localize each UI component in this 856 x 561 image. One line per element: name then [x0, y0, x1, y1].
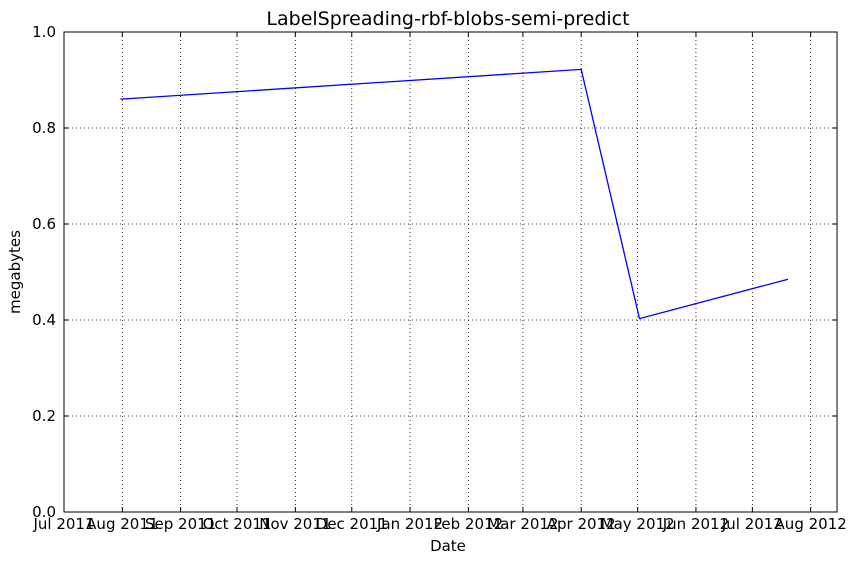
y-axis-label: megabytes	[6, 230, 24, 314]
chart-title: LabelSpreading-rbf-blobs-semi-predict	[266, 8, 629, 30]
x-tick-label: Feb 2012	[434, 515, 504, 533]
x-tick-label: Jun 2012	[662, 515, 729, 533]
y-tick-label: 0.8	[32, 119, 56, 137]
series-line-0	[120, 68, 789, 320]
x-tick-label: Jul 2011	[32, 515, 94, 533]
x-tick-label: Jul 2012	[721, 515, 783, 533]
x-tick-label: Sep 2011	[145, 515, 216, 533]
series-layer	[120, 68, 789, 320]
y-tick-label: 0.2	[32, 407, 56, 425]
x-tick-label: Dec 2011	[316, 515, 388, 533]
x-tick-label: Jan 2012	[376, 515, 443, 533]
x-tick-label: Oct 2011	[203, 515, 272, 533]
x-tick-label: Mar 2012	[487, 515, 558, 533]
grid-lines	[63, 31, 837, 513]
y-tick-label: 0.6	[32, 215, 56, 233]
y-tick-label: 1.0	[32, 23, 56, 41]
x-tick-label: Apr 2012	[547, 515, 616, 533]
y-tick-label: 0.4	[32, 311, 56, 329]
x-tick-label: Aug 2011	[86, 515, 158, 533]
x-tick-label: May 2012	[601, 515, 675, 533]
x-tick-label: Aug 2012	[775, 515, 847, 533]
x-tick-label: Nov 2011	[259, 515, 331, 533]
y-tick-label: 0.0	[32, 503, 56, 521]
x-axis-label: Date	[430, 537, 466, 555]
plot-frame	[63, 31, 838, 513]
y-tick-labels: 0.0 0.2 0.4 0.6 0.8 1.0	[32, 23, 56, 521]
axis-ticks	[63, 31, 837, 513]
